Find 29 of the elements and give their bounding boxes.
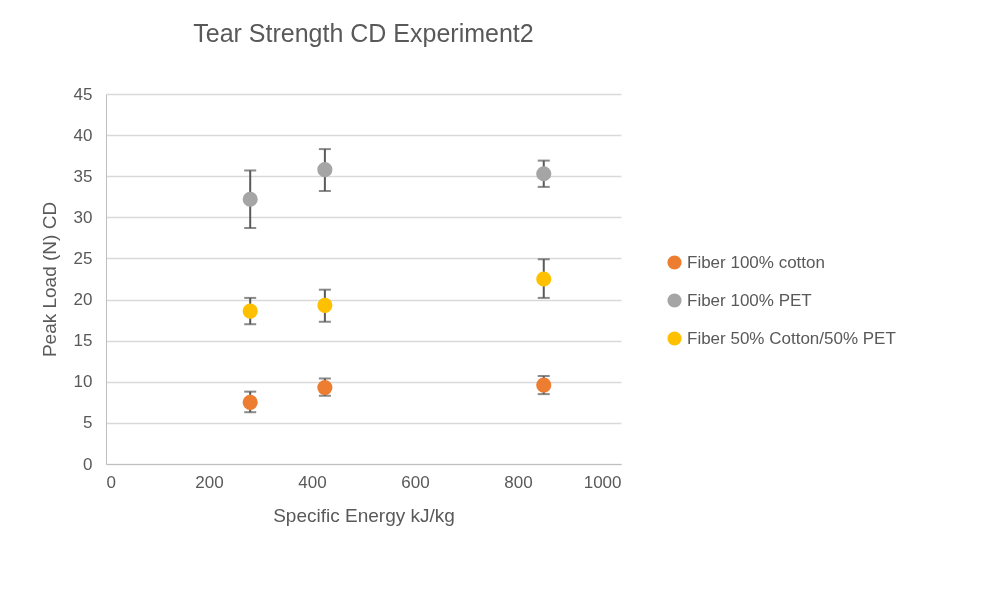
legend-label: Fiber 100% cotton xyxy=(687,252,825,272)
point xyxy=(317,162,333,178)
point xyxy=(242,394,258,410)
y-tick-label: 20 xyxy=(73,290,93,310)
legend-label: Fiber 100% PET xyxy=(687,290,812,310)
y-tick-label: 15 xyxy=(73,331,93,351)
y-tick-label: 5 xyxy=(83,413,93,433)
x-tick-label: 0 xyxy=(106,472,116,492)
y-tick-label: 10 xyxy=(73,372,93,392)
point xyxy=(536,166,552,182)
x-tick-label: 1000 xyxy=(583,472,622,492)
x-tick-label: 600 xyxy=(401,472,430,492)
y-tick-label: 45 xyxy=(73,84,93,104)
x-axis-title: Specific Energy kJ/kg xyxy=(273,504,455,526)
y-tick-label: 0 xyxy=(83,454,93,474)
point xyxy=(536,271,552,287)
point xyxy=(242,191,258,207)
x-tick-label: 800 xyxy=(504,472,533,492)
y-tick-label: 30 xyxy=(73,207,93,227)
y-tick-label: 35 xyxy=(73,166,93,186)
chart-title: Tear Strength CD Experiment2 xyxy=(193,19,534,47)
y-tick-label: 25 xyxy=(73,248,93,268)
legend-label: Fiber 50% Cotton/50% PET xyxy=(687,328,896,348)
point xyxy=(242,303,258,319)
y-tick-label: 40 xyxy=(73,125,93,145)
x-tick-label: 200 xyxy=(195,472,224,492)
x-tick-label: 400 xyxy=(298,472,327,492)
y-axis-title: Peak Load (N) CD xyxy=(38,201,60,358)
point xyxy=(317,297,333,313)
